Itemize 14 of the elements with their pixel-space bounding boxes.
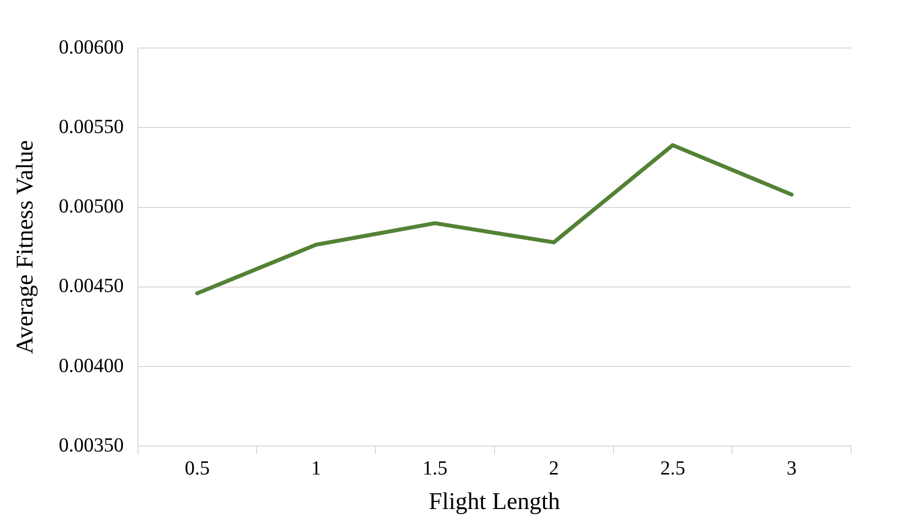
- x-tick-label: 2: [548, 457, 559, 480]
- x-tick-label: 1: [311, 457, 322, 480]
- y-tick-label: 0.00600: [58, 36, 124, 58]
- y-axis-title: Average Fitness Value: [12, 140, 39, 354]
- x-axis-title: Flight Length: [428, 488, 560, 515]
- x-tick-label: 0.5: [184, 457, 210, 480]
- x-tick-label: 3: [786, 457, 797, 480]
- y-tick-label: 0.00400: [58, 354, 124, 377]
- y-tick-label: 0.00350: [58, 434, 124, 456]
- y-tick-label: 0.00450: [58, 275, 124, 298]
- x-tick-label: 2.5: [660, 457, 686, 480]
- y-tick-label: 0.00550: [58, 116, 124, 138]
- y-tick-label: 0.00500: [58, 196, 124, 218]
- x-tick-label: 1.5: [422, 457, 448, 480]
